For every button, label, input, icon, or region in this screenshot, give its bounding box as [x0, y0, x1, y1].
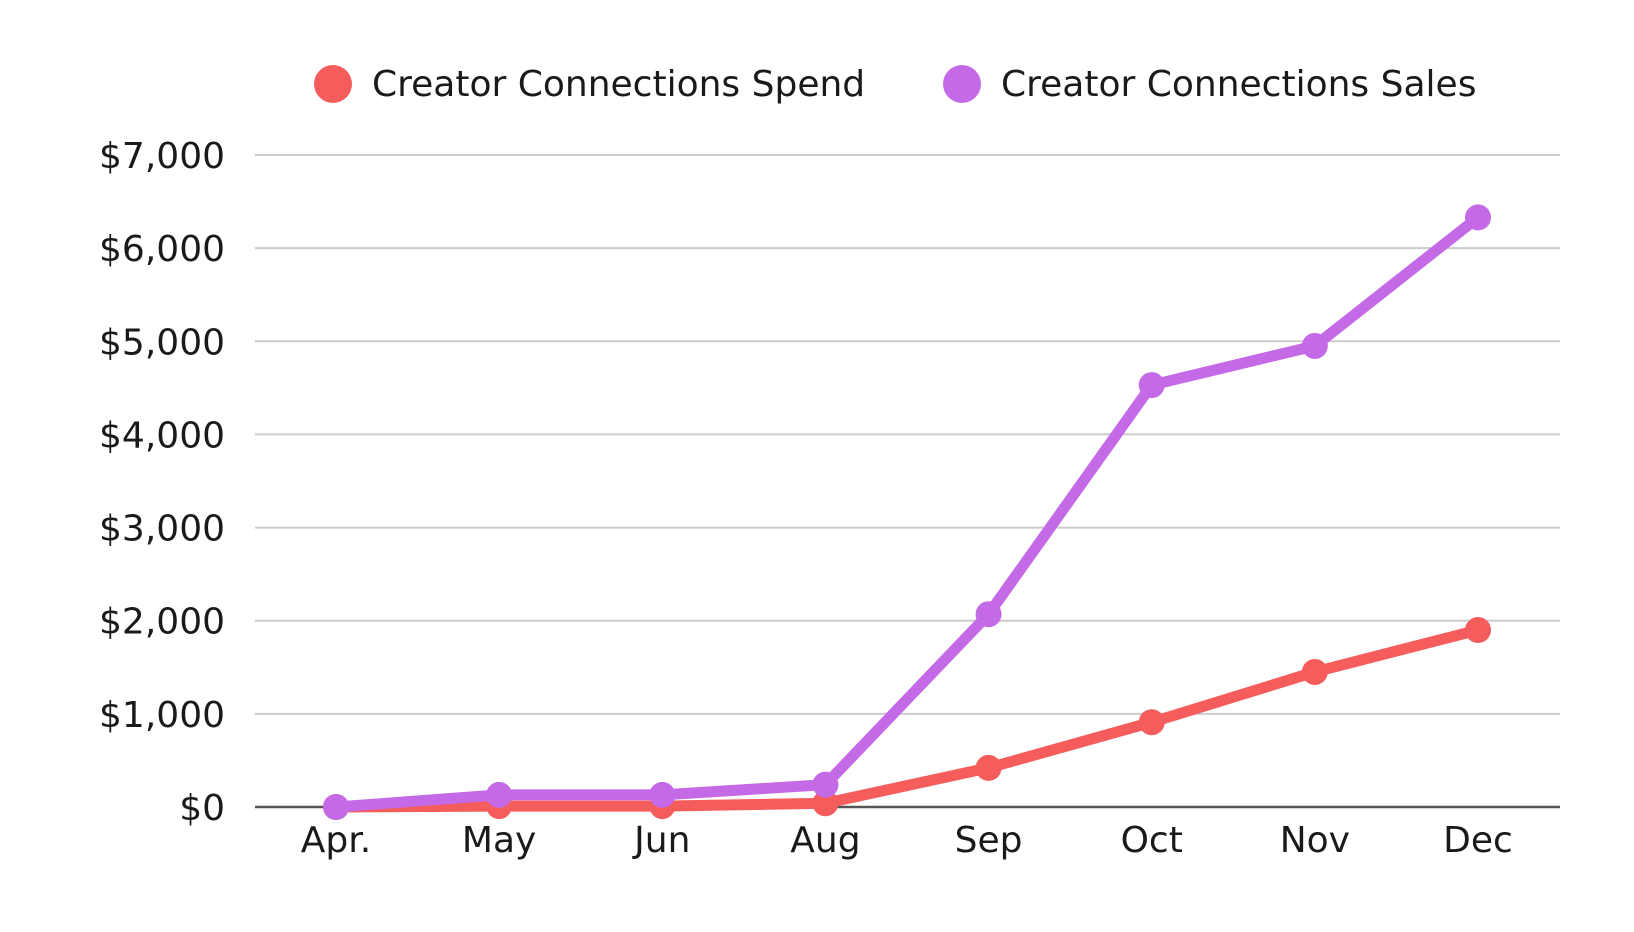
- y-tick-label: $0: [179, 788, 225, 829]
- data-point: [1465, 617, 1491, 644]
- x-tick-label: Aug: [790, 820, 860, 861]
- y-tick-label: $7,000: [99, 136, 225, 177]
- x-tick-label: Nov: [1280, 820, 1350, 861]
- y-tick-label: $5,000: [99, 322, 225, 363]
- data-point: [1301, 658, 1328, 685]
- series-sales: [323, 204, 1491, 820]
- data-point: [486, 781, 513, 808]
- x-tick-label: Jun: [632, 820, 690, 861]
- data-point: [812, 790, 839, 817]
- y-tick-label: $3,000: [99, 509, 225, 550]
- legend-swatch-spend: [314, 65, 352, 103]
- y-axis-labels: $0 $1,000 $2,000 $3,000 $4,000 $5,000 $6,000 $7…: [99, 136, 225, 829]
- y-tick-label: $1,000: [99, 695, 225, 736]
- x-axis-labels: Apr. May Jun Aug Sep Oct Nov Dec: [301, 820, 1513, 861]
- data-point: [1138, 709, 1165, 736]
- data-point: [1301, 332, 1328, 359]
- series-line: [330, 624, 1484, 813]
- series-line: [330, 211, 1484, 813]
- data-point: [649, 781, 676, 808]
- data-point: [323, 794, 349, 820]
- gridlines: [255, 154, 1560, 809]
- legend-item-sales: Creator Connections Sales: [943, 64, 1476, 105]
- x-tick-label: Dec: [1443, 820, 1513, 861]
- x-tick-label: Sep: [955, 820, 1023, 861]
- data-point: [1465, 204, 1491, 231]
- series-lines: [323, 204, 1491, 820]
- y-tick-label: $6,000: [99, 229, 225, 270]
- legend-item-spend: Creator Connections Spend: [314, 64, 865, 105]
- data-point: [1138, 372, 1165, 399]
- y-tick-label: $4,000: [99, 415, 225, 456]
- y-tick-label: $2,000: [99, 602, 225, 643]
- x-tick-label: May: [462, 820, 536, 861]
- legend-swatch-sales: [943, 65, 981, 103]
- data-point: [975, 601, 1002, 628]
- legend: Creator Connections Spend Creator Connec…: [314, 64, 1476, 105]
- legend-label-spend: Creator Connections Spend: [372, 64, 865, 105]
- legend-label-sales: Creator Connections Sales: [1001, 64, 1476, 105]
- x-tick-label: Oct: [1121, 820, 1183, 861]
- x-tick-label: Apr.: [301, 820, 371, 861]
- data-point: [812, 771, 839, 798]
- data-point: [975, 754, 1002, 781]
